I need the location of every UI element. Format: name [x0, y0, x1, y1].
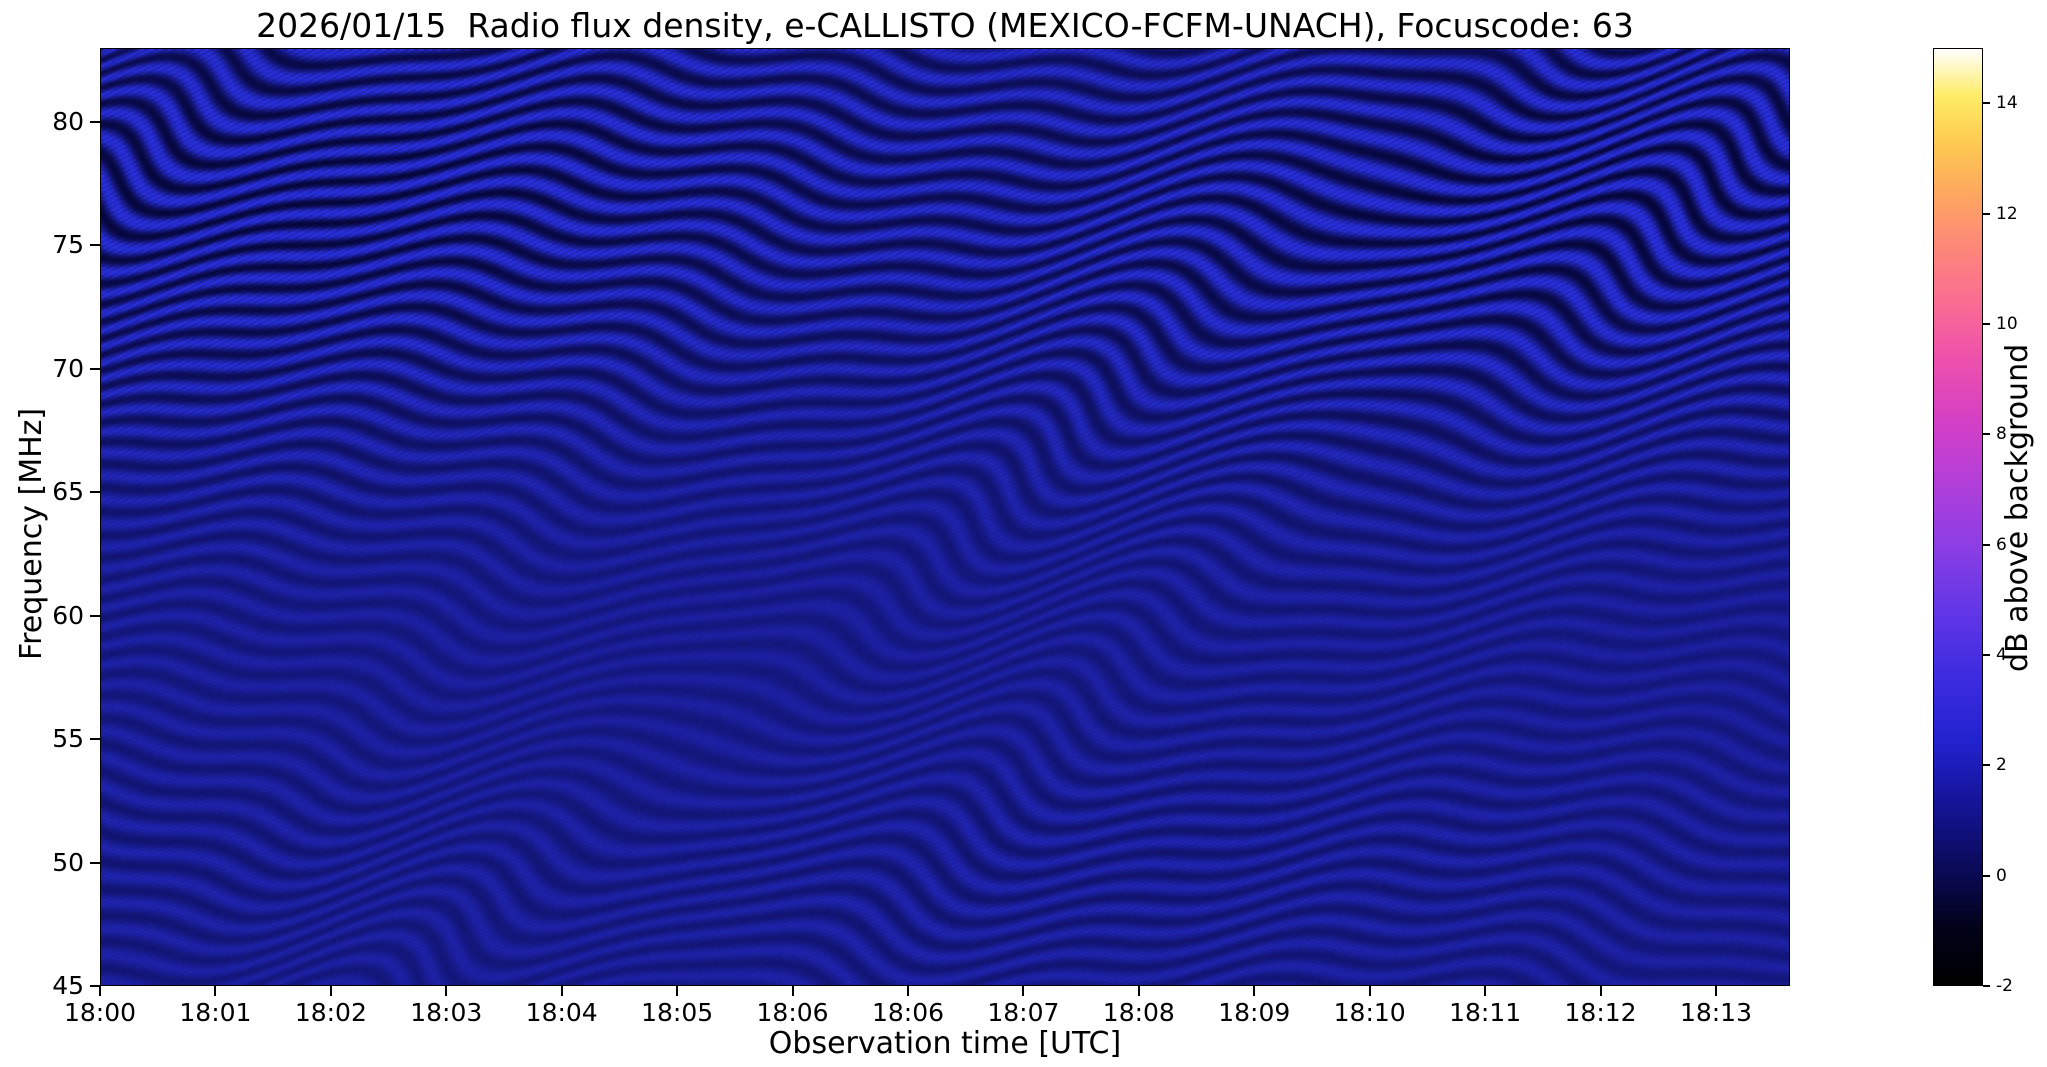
- y-tick-mark: [90, 491, 100, 494]
- colorbar-tick-mark: [1983, 322, 1990, 325]
- x-tick-mark: [1484, 986, 1487, 996]
- y-tick-label: 55: [52, 724, 84, 754]
- x-tick-mark: [676, 986, 679, 996]
- y-tick-mark: [90, 121, 100, 124]
- x-tick-label: 18:02: [294, 998, 367, 1027]
- x-tick-mark: [214, 986, 217, 996]
- x-tick-mark: [906, 986, 909, 996]
- colorbar-tick-mark: [1983, 543, 1990, 546]
- colorbar-tick-label: 6: [1996, 534, 2007, 555]
- colorbar-tick-label: 14: [1996, 93, 2018, 114]
- colorbar-tick-mark: [1983, 874, 1990, 877]
- x-tick-label: 18:05: [641, 998, 714, 1027]
- colorbar-tick-mark: [1983, 985, 1990, 987]
- x-tick-label: 18:08: [1102, 998, 1175, 1027]
- spectrogram-canvas: [101, 49, 1789, 985]
- colorbar-tick-mark: [1983, 102, 1990, 105]
- colorbar-label: dB above background: [2000, 343, 2035, 672]
- x-tick-mark: [1253, 986, 1256, 996]
- colorbar-tick-label: -2: [1996, 976, 2013, 996]
- x-axis-label: Observation time [UTC]: [768, 1026, 1122, 1061]
- x-tick-label: 18:06: [871, 998, 944, 1027]
- colorbar-tick-label: 4: [1996, 644, 2007, 665]
- x-tick-mark: [329, 986, 332, 996]
- x-tick-label: 18:04: [525, 998, 598, 1027]
- y-tick-mark: [90, 244, 100, 247]
- y-tick-label: 80: [52, 107, 84, 137]
- x-tick-label: 18:01: [179, 998, 252, 1027]
- y-tick-mark: [90, 738, 100, 741]
- y-tick-label: 60: [52, 600, 84, 630]
- y-tick-label: 65: [52, 477, 84, 507]
- colorbar-tick-label: 2: [1996, 755, 2007, 776]
- x-tick-mark: [1137, 986, 1140, 996]
- y-tick-mark: [90, 861, 100, 864]
- y-tick-label: 50: [52, 847, 84, 877]
- colorbar-tick-label: 10: [1996, 313, 2018, 334]
- x-tick-mark: [1714, 986, 1717, 996]
- plot-area: [100, 48, 1790, 986]
- x-tick-mark: [99, 986, 101, 996]
- x-tick-label: 18:06: [756, 998, 829, 1027]
- x-tick-mark: [1022, 986, 1025, 996]
- x-tick-label: 18:07: [987, 998, 1060, 1027]
- x-tick-mark: [560, 986, 563, 996]
- x-tick-mark: [1599, 986, 1602, 996]
- y-tick-label: 75: [52, 230, 84, 260]
- colorbar-tick-mark: [1983, 433, 1990, 436]
- y-tick-mark: [90, 367, 100, 370]
- y-tick-mark: [90, 614, 100, 617]
- y-tick-label: 45: [52, 971, 84, 1000]
- x-tick-label: 18:12: [1564, 998, 1637, 1027]
- x-tick-label: 18:03: [410, 998, 483, 1027]
- y-tick-label: 70: [52, 353, 84, 383]
- colorbar-tick-mark: [1983, 764, 1990, 767]
- x-tick-mark: [791, 986, 794, 996]
- colorbar-gradient: [1934, 49, 1982, 985]
- colorbar-tick-label: 12: [1996, 203, 2018, 224]
- colorbar: [1933, 48, 1983, 986]
- x-tick-mark: [445, 986, 448, 996]
- colorbar-tick-label: 0: [1996, 865, 2007, 886]
- x-tick-label: 18:13: [1679, 998, 1752, 1027]
- colorbar-tick-label: 8: [1996, 424, 2007, 445]
- y-tick-mark: [90, 985, 100, 987]
- colorbar-tick-mark: [1983, 653, 1990, 656]
- colorbar-tick-mark: [1983, 212, 1990, 215]
- x-tick-label: 18:10: [1333, 998, 1406, 1027]
- chart-title: 2026/01/15 Radio flux density, e-CALLIST…: [256, 6, 1634, 45]
- x-tick-label: 18:11: [1449, 998, 1522, 1027]
- x-tick-label: 18:00: [63, 998, 137, 1027]
- x-tick-label: 18:09: [1218, 998, 1291, 1027]
- x-tick-mark: [1368, 986, 1371, 996]
